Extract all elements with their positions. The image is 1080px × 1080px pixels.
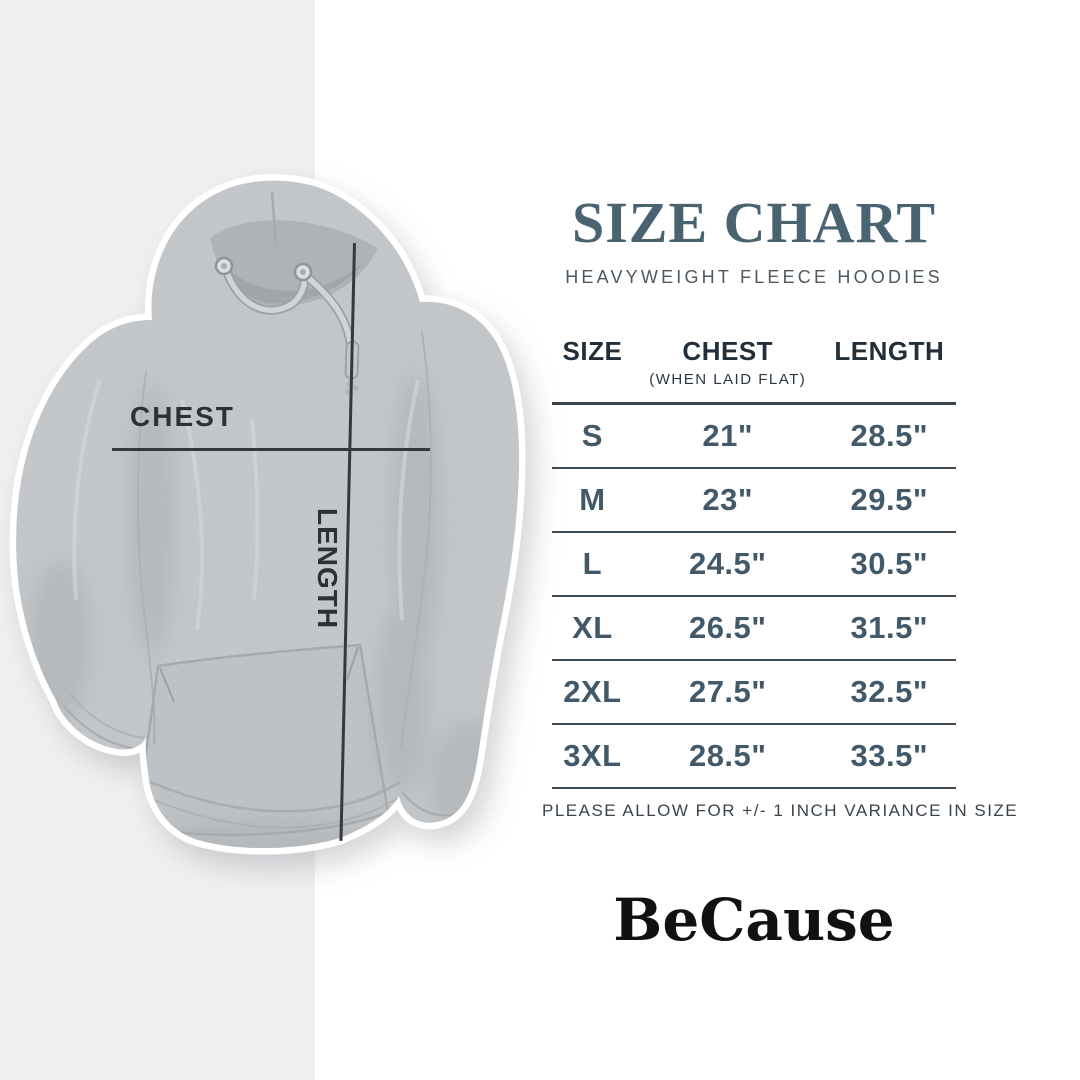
table-row: 3XL 28.5" 33.5" bbox=[552, 725, 956, 789]
table-row: XL 26.5" 31.5" bbox=[552, 597, 956, 661]
cell-length: 28.5" bbox=[850, 418, 929, 453]
table-row: L 24.5" 30.5" bbox=[552, 533, 956, 597]
brand-logo: BeCause bbox=[613, 886, 895, 954]
table-body: S 21" 28.5" M 23" 29.5" L 24.5" 30.5" XL… bbox=[552, 402, 956, 789]
cell-size: 2XL bbox=[563, 674, 622, 709]
size-table: SIZE CHEST (WHEN LAID FLAT) LENGTH S 21"… bbox=[552, 336, 956, 789]
table-header: SIZE CHEST (WHEN LAID FLAT) LENGTH bbox=[552, 336, 956, 402]
cell-size: XL bbox=[572, 610, 613, 645]
column-header-length: LENGTH bbox=[823, 336, 956, 367]
cell-length: 29.5" bbox=[850, 482, 929, 517]
cell-length: 32.5" bbox=[850, 674, 929, 709]
hoodie-image bbox=[16, 180, 520, 849]
cell-length: 33.5" bbox=[850, 738, 929, 773]
table-row: S 21" 28.5" bbox=[552, 405, 956, 469]
cell-size: 3XL bbox=[563, 738, 622, 773]
cell-chest: 28.5" bbox=[688, 738, 767, 773]
cell-length: 30.5" bbox=[850, 546, 929, 581]
cell-size: L bbox=[582, 546, 603, 581]
chest-measure-line bbox=[112, 448, 430, 451]
chest-measure-label: CHEST bbox=[130, 401, 235, 432]
cell-size: S bbox=[581, 418, 603, 453]
cell-chest: 26.5" bbox=[688, 610, 767, 645]
cell-chest: 27.5" bbox=[688, 674, 767, 709]
column-header-size: SIZE bbox=[552, 336, 633, 367]
cell-size: M bbox=[579, 482, 606, 517]
table-row: M 23" 29.5" bbox=[552, 469, 956, 533]
table-row: 2XL 27.5" 32.5" bbox=[552, 661, 956, 725]
chart-panel: SIZE CHART HEAVYWEIGHT FLEECE HOODIES SI… bbox=[542, 0, 1017, 1080]
column-header-chest-label: CHEST bbox=[682, 336, 774, 366]
page-title: SIZE CHART bbox=[571, 190, 937, 255]
column-header-length-label: LENGTH bbox=[834, 336, 945, 366]
chest-subnote: (WHEN LAID FLAT) bbox=[649, 371, 807, 388]
variance-note: PLEASE ALLOW FOR +/- 1 INCH VARIANCE IN … bbox=[542, 801, 1019, 820]
cell-chest: 21" bbox=[702, 418, 754, 453]
column-header-chest: CHEST (WHEN LAID FLAT) bbox=[633, 336, 823, 388]
page-subtitle: HEAVYWEIGHT FLEECE HOODIES bbox=[565, 267, 943, 287]
length-measure-label: LENGTH bbox=[312, 508, 343, 630]
column-header-size-label: SIZE bbox=[562, 336, 623, 366]
heather-texture bbox=[16, 180, 520, 849]
cell-chest: 24.5" bbox=[688, 546, 767, 581]
cell-chest: 23" bbox=[702, 482, 754, 517]
cell-length: 31.5" bbox=[850, 610, 929, 645]
